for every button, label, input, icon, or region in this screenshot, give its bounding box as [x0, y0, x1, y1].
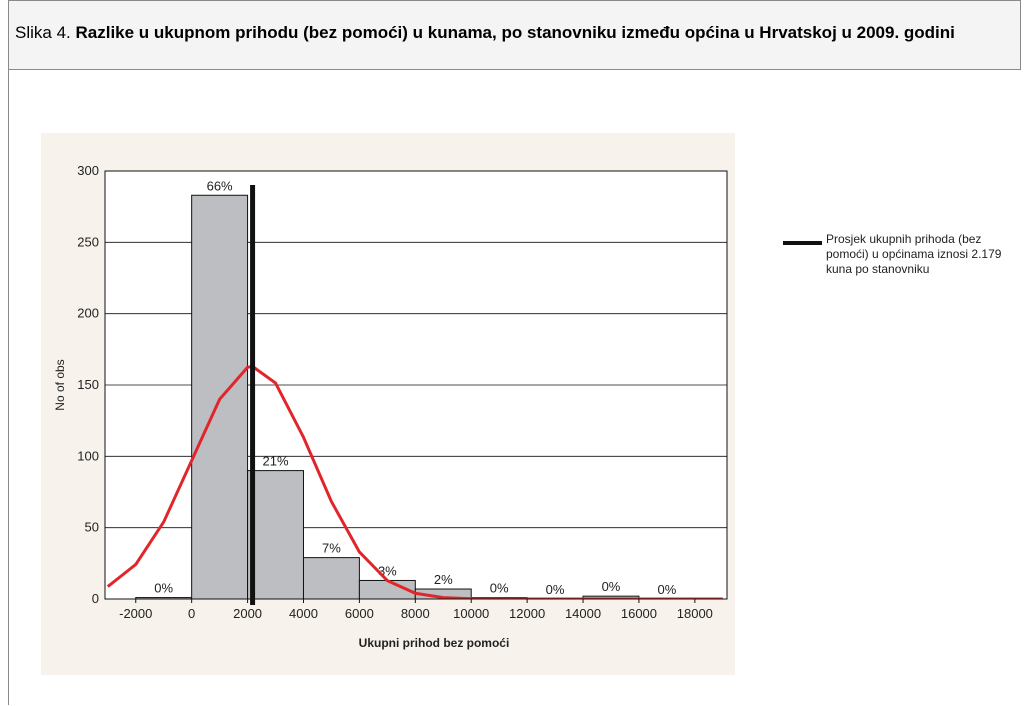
x-tick-label: 14000	[565, 606, 601, 621]
bar-percent-label: 21%	[263, 454, 289, 469]
plot-border	[104, 170, 728, 600]
bar-percent-label: 2%	[434, 572, 453, 587]
bar-percent-label: 0%	[657, 582, 676, 597]
y-tick-label: 0	[92, 591, 99, 606]
figure-caption: Slika 4. Razlike u ukupnom prihodu (bez …	[15, 21, 1028, 44]
x-axis-label: Ukupni prihod bez pomoći	[359, 636, 510, 650]
x-tick-label: 18000	[677, 606, 713, 621]
bar-percent-label: 0%	[490, 581, 509, 596]
frame	[8, 0, 1022, 705]
x-tick-label: 0	[188, 606, 195, 621]
bar-percent-label: 66%	[207, 178, 233, 193]
y-tick-label: 300	[77, 163, 99, 178]
bar	[247, 470, 304, 600]
y-tick-label: 200	[77, 306, 99, 321]
bar-percent-label: 0%	[154, 581, 173, 596]
figure-label: Slika 4.	[15, 23, 71, 42]
x-tick-label: 8000	[401, 606, 430, 621]
y-tick-label: 250	[77, 234, 99, 249]
bar-percent-label: 7%	[322, 541, 341, 556]
header: Slika 4. Razlike u ukupnom prihodu (bez …	[8, 0, 1021, 70]
x-tick-label: 6000	[345, 606, 374, 621]
x-tick-label: 12000	[509, 606, 545, 621]
y-tick-label: 50	[85, 520, 99, 535]
x-tick-label: 4000	[289, 606, 318, 621]
y-tick-label: 150	[77, 377, 99, 392]
x-tick-label: 16000	[621, 606, 657, 621]
bar-percent-label: 0%	[602, 579, 621, 594]
y-tick-label: 100	[77, 448, 99, 463]
x-tick-label: -2000	[119, 606, 152, 621]
y-axis-label: No of obs	[53, 359, 67, 410]
bar-percent-label: 0%	[546, 582, 565, 597]
bar-percent-label: 3%	[378, 563, 397, 578]
bar	[302, 557, 360, 600]
x-tick-label: 10000	[453, 606, 489, 621]
x-tick-label: 2000	[233, 606, 262, 621]
figure-title: Razlike u ukupnom prihodu (bez pomoći) u…	[75, 23, 955, 42]
normal-curve	[106, 364, 723, 599]
legend-label: Prosjek ukupnih prihoda (bez pomoći) u o…	[826, 232, 1002, 276]
